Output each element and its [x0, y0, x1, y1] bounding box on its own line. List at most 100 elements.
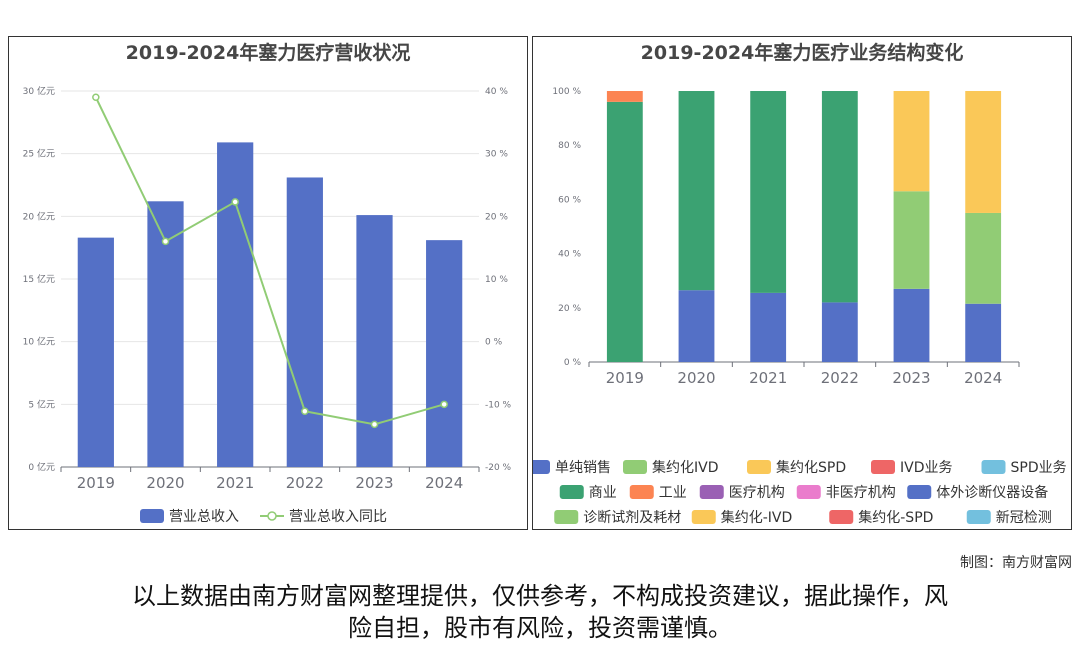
y-tick-label: 10 亿元	[23, 336, 55, 348]
legend-swatch	[966, 510, 991, 524]
y2-tick-label: 0 %	[485, 338, 503, 348]
legend-swatch	[629, 485, 654, 499]
stacked-bar-segment	[965, 212, 1002, 304]
y-tick-label: 0 亿元	[28, 461, 55, 473]
legend-swatch	[554, 510, 579, 524]
chart-title: 2019-2024年塞力医疗营收状况	[126, 41, 411, 64]
stacked-bar-segment	[893, 91, 930, 192]
stacked-bar-segment	[678, 91, 715, 291]
legend-label: 医疗机构	[729, 485, 785, 501]
legend-swatch	[747, 460, 771, 474]
point-revenue-yoy	[231, 198, 239, 206]
legend-swatch	[829, 510, 854, 524]
y2-tick-label: -10 %	[485, 400, 512, 410]
line-revenue-yoy	[94, 96, 445, 426]
y-tick-label: 40 %	[558, 250, 581, 260]
disclaimer-line-2: 险自担，股市有风险，投资需谨慎。	[348, 614, 732, 642]
bar-revenue	[356, 215, 393, 467]
y-tick-label: 100 %	[552, 87, 581, 97]
point-revenue-yoy	[301, 407, 309, 415]
y-tick-label: 0 %	[564, 358, 582, 368]
disclaimer-line-1: 以上数据由南方财富网整理提供，仅供参考，不构成投资建议，据此操作，风	[132, 582, 948, 610]
stacked-bar-segment	[965, 91, 1002, 213]
y-tick-label: 80 %	[558, 141, 581, 151]
y-tick-label: 20 %	[558, 304, 581, 314]
legend-swatch	[699, 485, 724, 499]
y-tick-label: 15 亿元	[23, 273, 55, 285]
legend-swatch	[691, 510, 716, 524]
x-tick-label: 2020	[677, 369, 715, 387]
legend-label: 集约化-IVD	[721, 509, 793, 526]
legend-swatch	[796, 485, 821, 499]
stacked-bar-segment	[893, 288, 930, 362]
legend-label: 商业	[589, 485, 617, 501]
legend-swatch	[981, 460, 1006, 474]
business-structure-chart: 2019-2024年塞力医疗业务结构变化 0 % 20 % 40 % 60 % 80 % 1…	[526, 41, 1067, 526]
bar-revenue	[286, 177, 323, 468]
y2-tick-label: 20 %	[485, 212, 508, 222]
stacked-bar-segment	[606, 91, 643, 102]
legend-label: SPD业务	[1011, 460, 1067, 476]
y-tick-label: 30 亿元	[23, 85, 55, 97]
point-revenue-yoy	[370, 420, 379, 429]
legend-label: 单纯销售	[555, 460, 611, 476]
bar-revenue	[147, 201, 184, 467]
chart-title: 2019-2024年塞力医疗业务结构变化	[641, 41, 964, 64]
legend-label-yoy: 营业总收入同比	[289, 509, 387, 525]
legend-label: 集约化IVD	[652, 459, 719, 476]
bar-revenue	[77, 237, 114, 467]
stacked-bar-segment	[750, 292, 787, 362]
legend-swatch	[907, 485, 932, 499]
x-tick-label: 2022	[821, 369, 859, 387]
y-tick-label: 5 亿元	[28, 398, 55, 410]
legend-label: 非医疗机构	[826, 485, 896, 501]
revenue-chart-panel: 2019-2024年塞力医疗营收状况 0 亿元 5 亿元 10 亿元 15 亿元 20 亿…	[8, 36, 528, 530]
y-tick-label: 25 亿元	[23, 148, 55, 160]
legend-label: 集约化-SPD	[858, 509, 933, 526]
x-tick-label: 2022	[286, 474, 324, 492]
x-tick-label: 2021	[216, 474, 254, 492]
revenue-chart: 2019-2024年塞力医疗营收状况 0 亿元 5 亿元 10 亿元 15 亿元 20 亿…	[23, 41, 512, 525]
y2-tick-label: -20 %	[485, 463, 512, 473]
legend-swatch-revenue	[140, 509, 164, 523]
point-revenue-yoy	[161, 237, 170, 246]
stacked-bar-segment	[678, 290, 715, 362]
disclaimer: 以上数据由南方财富网整理提供，仅供参考，不构成投资建议，据此操作，风 险自担，股…	[0, 580, 1080, 644]
chart-credit: 制图：南方财富网	[960, 555, 1072, 571]
stacked-bar-segment	[821, 302, 858, 362]
stacked-bar-segment	[821, 91, 858, 303]
y-tick-label: 20 亿元	[23, 210, 55, 222]
x-tick-label: 2019	[606, 369, 644, 387]
x-tick-label: 2021	[749, 369, 787, 387]
legend-label: 体外诊断仪器设备	[936, 484, 1048, 501]
x-tick-label: 2019	[77, 474, 115, 492]
stacked-bar-segment	[606, 101, 643, 362]
stacked-bar-segment	[965, 303, 1002, 362]
x-tick-label: 2023	[892, 369, 930, 387]
legend-marker-yoy	[267, 511, 277, 521]
stacked-bar-segment	[893, 191, 930, 289]
legend-label: 新冠检测	[996, 510, 1052, 526]
y2-tick-label: 10 %	[485, 275, 508, 285]
legend-label-revenue: 营业总收入	[169, 509, 239, 525]
legend-swatch	[871, 460, 895, 474]
business-structure-chart-panel: 2019-2024年塞力医疗业务结构变化 0 % 20 % 40 % 60 % 80 % 1…	[526, 36, 1072, 530]
legend-label: 集约化SPD	[776, 459, 846, 476]
legend-swatch	[526, 460, 550, 474]
legend-label: 工业	[659, 485, 687, 501]
x-tick-label: 2024	[425, 474, 463, 492]
bar-revenue	[217, 142, 254, 467]
bar-revenue	[426, 240, 463, 467]
y2-tick-label: 30 %	[485, 150, 508, 160]
x-tick-label: 2023	[355, 474, 393, 492]
y2-tick-label: 40 %	[485, 87, 508, 97]
legend-swatch	[623, 460, 647, 474]
legend-swatch	[559, 485, 584, 499]
legend-label: IVD业务	[900, 460, 953, 476]
x-tick-label: 2020	[146, 474, 184, 492]
stacked-bar-segment	[750, 91, 787, 293]
point-revenue-yoy	[92, 93, 100, 102]
legend-label: 诊断试剂及耗材	[583, 510, 681, 526]
y-tick-label: 60 %	[558, 195, 581, 205]
x-tick-label: 2024	[964, 369, 1002, 387]
